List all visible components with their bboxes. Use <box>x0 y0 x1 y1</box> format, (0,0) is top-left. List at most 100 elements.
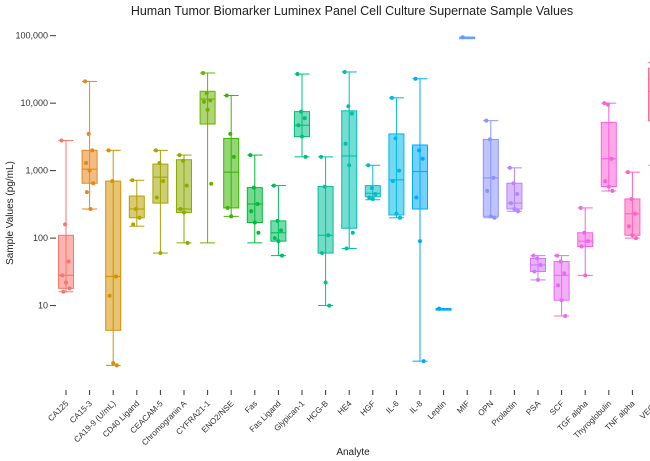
data-point <box>178 206 183 211</box>
box-3 <box>105 148 122 368</box>
data-point <box>320 251 324 256</box>
box-23 <box>577 205 594 278</box>
data-point <box>302 116 307 121</box>
data-point <box>252 220 257 225</box>
data-point <box>272 236 277 241</box>
y-axis: 10 100 1,000 10,000 100,000 <box>15 31 56 311</box>
data-point <box>106 148 111 153</box>
data-point <box>487 137 492 142</box>
data-point <box>182 210 186 215</box>
data-point <box>130 178 135 183</box>
data-point <box>343 141 348 146</box>
x-tick-label: VEGF <box>638 399 650 421</box>
box-15 <box>388 95 405 220</box>
y-axis-title: Sample Values (pg/mL) <box>5 161 16 265</box>
y-tick-label: 100 <box>33 233 48 243</box>
data-point <box>633 211 638 216</box>
data-point <box>113 274 118 279</box>
data-point <box>559 298 564 303</box>
data-point <box>201 70 206 75</box>
data-point <box>538 262 543 267</box>
data-point <box>161 179 166 184</box>
data-point <box>603 179 608 184</box>
box-iqr <box>412 144 428 210</box>
data-point <box>87 168 92 173</box>
data-point <box>251 185 256 190</box>
data-point <box>532 269 537 274</box>
box-18 <box>459 35 476 40</box>
data-point <box>562 271 567 276</box>
box-14 <box>364 163 381 201</box>
box-iqr <box>600 121 617 188</box>
data-point <box>605 102 610 107</box>
data-point <box>323 280 328 285</box>
data-point <box>349 111 354 116</box>
data-point <box>488 214 493 219</box>
data-point <box>204 91 209 96</box>
data-point <box>414 195 419 200</box>
data-point <box>279 228 284 233</box>
data-point <box>460 35 465 40</box>
x-axis-title: Analyte <box>336 447 370 458</box>
box-iqr <box>223 137 240 209</box>
box-19 <box>482 118 499 220</box>
data-point <box>579 244 584 249</box>
data-point <box>83 79 88 84</box>
box-iqr <box>58 234 74 289</box>
data-point <box>367 195 372 200</box>
box-iqr <box>294 111 310 138</box>
data-point <box>303 154 308 159</box>
data-point <box>511 181 516 186</box>
box-21 <box>530 253 546 282</box>
data-point <box>531 253 536 258</box>
box-4 <box>128 178 145 227</box>
data-point <box>484 118 489 123</box>
data-point <box>231 154 236 159</box>
x-tick-label: IL-8 <box>408 399 425 416</box>
data-point <box>556 283 560 288</box>
box-11 <box>294 72 310 159</box>
data-point <box>319 154 324 159</box>
y-tick-label: 10,000 <box>20 98 48 108</box>
data-point <box>394 211 399 216</box>
box-22 <box>553 253 570 319</box>
data-point <box>417 148 422 153</box>
data-point <box>583 273 588 278</box>
box-iqr <box>81 149 98 184</box>
box-iqr <box>128 195 145 219</box>
x-tick-label: Prolactin <box>490 399 519 428</box>
box-iqr <box>246 187 263 224</box>
x-tick-label: HE4 <box>336 399 354 417</box>
data-point <box>418 239 422 244</box>
data-point <box>508 201 513 206</box>
box-iqr <box>577 232 594 248</box>
box-13 <box>341 69 358 251</box>
box-1 <box>58 138 74 294</box>
data-point <box>249 209 254 214</box>
data-point <box>350 230 355 235</box>
data-point <box>610 188 615 193</box>
data-point <box>59 138 64 143</box>
data-point <box>208 98 213 103</box>
data-point <box>256 230 261 235</box>
data-point <box>280 253 284 258</box>
x-tick-label: HCG-B <box>305 399 330 424</box>
data-point <box>555 253 560 258</box>
data-point <box>66 259 71 264</box>
x-tick-label: OPN <box>476 399 495 418</box>
data-point <box>326 233 331 238</box>
data-point <box>110 179 115 184</box>
data-point <box>86 131 91 136</box>
data-point <box>131 222 136 227</box>
data-point <box>625 170 630 175</box>
box-iqr <box>317 186 334 254</box>
box-24 <box>600 101 617 193</box>
data-point <box>322 184 327 189</box>
box-iqr <box>553 260 570 301</box>
data-point <box>107 293 112 298</box>
data-point <box>626 224 631 229</box>
data-point <box>248 153 253 158</box>
box-iqr <box>648 67 650 122</box>
